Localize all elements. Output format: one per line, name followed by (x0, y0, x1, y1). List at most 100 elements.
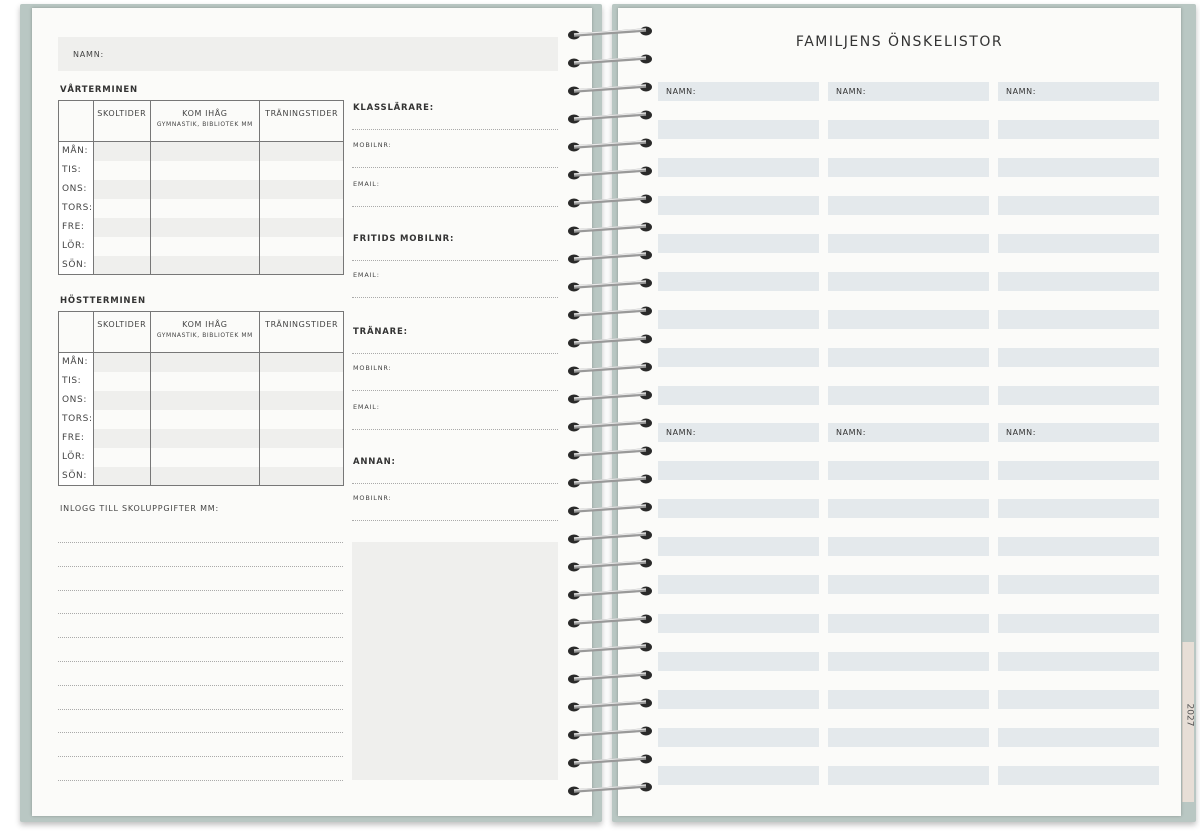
wishlist-item-field[interactable] (828, 272, 989, 291)
contact-line[interactable] (352, 206, 558, 207)
schedule-cell[interactable] (259, 390, 344, 410)
login-line[interactable] (58, 684, 343, 686)
schedule-cell[interactable] (149, 236, 260, 256)
schedule-cell[interactable] (149, 447, 260, 467)
contact-line[interactable] (352, 167, 558, 168)
name-field[interactable] (58, 37, 558, 71)
schedule-cell[interactable] (149, 390, 260, 410)
wishlist-item-field[interactable] (998, 348, 1159, 367)
wishlist-item-field[interactable] (828, 120, 989, 139)
schedule-cell[interactable] (93, 428, 150, 448)
schedule-cell[interactable] (259, 217, 344, 237)
schedule-cell[interactable] (93, 390, 150, 410)
wishlist-item-field[interactable] (998, 461, 1159, 481)
wishlist-item-field[interactable] (828, 461, 989, 481)
login-line[interactable] (58, 661, 343, 662)
schedule-cell[interactable] (149, 217, 260, 237)
login-line[interactable] (58, 732, 343, 734)
schedule-cell[interactable] (93, 198, 150, 218)
wishlist-item-field[interactable] (828, 348, 989, 367)
login-line[interactable] (58, 708, 343, 710)
schedule-cell[interactable] (149, 141, 260, 161)
wishlist-name-field[interactable]: NAMN: (828, 423, 989, 442)
wishlist-name-field[interactable]: NAMN: (828, 82, 989, 101)
schedule-cell[interactable] (93, 466, 150, 486)
schedule-cell[interactable] (93, 352, 150, 372)
schedule-cell[interactable] (259, 428, 344, 448)
wishlist-item-field[interactable] (998, 613, 1159, 633)
wishlist-item-field[interactable] (998, 575, 1159, 595)
wishlist-item-field[interactable] (998, 310, 1159, 329)
wishlist-item-field[interactable] (658, 537, 819, 557)
schedule-cell[interactable] (149, 352, 260, 372)
wishlist-item-field[interactable] (998, 120, 1159, 139)
schedule-cell[interactable] (149, 371, 260, 391)
contact-line[interactable] (352, 297, 558, 298)
wishlist-item-field[interactable] (658, 499, 819, 519)
login-line[interactable] (58, 637, 343, 639)
contact-line[interactable] (352, 260, 558, 261)
login-line[interactable] (58, 565, 343, 567)
contact-line[interactable] (352, 429, 558, 430)
wishlist-item-field[interactable] (658, 348, 819, 367)
schedule-cell[interactable] (93, 160, 150, 180)
schedule-cell[interactable] (149, 198, 260, 218)
wishlist-item-field[interactable] (658, 234, 819, 253)
schedule-cell[interactable] (259, 466, 344, 486)
schedule-cell[interactable] (93, 255, 150, 275)
wishlist-item-field[interactable] (998, 272, 1159, 291)
wishlist-item-field[interactable] (828, 689, 989, 709)
wishlist-item-field[interactable] (658, 461, 819, 481)
schedule-cell[interactable] (259, 255, 344, 275)
wishlist-item-field[interactable] (828, 158, 989, 177)
wishlist-name-field[interactable]: NAMN: (658, 82, 819, 101)
wishlist-item-field[interactable] (658, 651, 819, 671)
wishlist-item-field[interactable] (828, 310, 989, 329)
login-line[interactable] (58, 589, 343, 591)
wishlist-item-field[interactable] (658, 310, 819, 329)
contact-line[interactable] (352, 483, 558, 484)
wishlist-item-field[interactable] (658, 575, 819, 595)
wishlist-item-field[interactable] (998, 386, 1159, 405)
wishlist-name-field[interactable]: NAMN: (998, 423, 1159, 442)
wishlist-item-field[interactable] (658, 120, 819, 139)
login-line[interactable] (58, 756, 343, 758)
schedule-cell[interactable] (93, 217, 150, 237)
wishlist-item-field[interactable] (998, 765, 1159, 785)
schedule-cell[interactable] (259, 352, 344, 372)
wishlist-item-field[interactable] (998, 196, 1159, 215)
schedule-cell[interactable] (259, 160, 344, 180)
wishlist-item-field[interactable] (658, 765, 819, 785)
wishlist-item-field[interactable] (658, 158, 819, 177)
wishlist-item-field[interactable] (828, 765, 989, 785)
schedule-cell[interactable] (259, 371, 344, 391)
wishlist-item-field[interactable] (828, 234, 989, 253)
schedule-cell[interactable] (259, 141, 344, 161)
schedule-cell[interactable] (259, 236, 344, 256)
schedule-cell[interactable] (149, 160, 260, 180)
schedule-cell[interactable] (149, 255, 260, 275)
schedule-cell[interactable] (93, 179, 150, 199)
schedule-cell[interactable] (259, 409, 344, 429)
wishlist-item-field[interactable] (998, 651, 1159, 671)
schedule-cell[interactable] (93, 371, 150, 391)
wishlist-item-field[interactable] (658, 689, 819, 709)
wishlist-item-field[interactable] (998, 727, 1159, 747)
schedule-cell[interactable] (93, 141, 150, 161)
schedule-cell[interactable] (149, 466, 260, 486)
schedule-cell[interactable] (149, 428, 260, 448)
wishlist-name-field[interactable]: NAMN: (658, 423, 819, 442)
schedule-cell[interactable] (149, 179, 260, 199)
wishlist-item-field[interactable] (828, 537, 989, 557)
wishlist-item-field[interactable] (658, 727, 819, 747)
contact-line[interactable] (352, 353, 558, 354)
wishlist-item-field[interactable] (658, 196, 819, 215)
wishlist-item-field[interactable] (828, 386, 989, 405)
contact-line[interactable] (352, 129, 558, 130)
schedule-cell[interactable] (149, 409, 260, 429)
wishlist-item-field[interactable] (828, 499, 989, 519)
wishlist-item-field[interactable] (828, 575, 989, 595)
contact-line[interactable] (352, 390, 558, 391)
schedule-cell[interactable] (259, 179, 344, 199)
wishlist-item-field[interactable] (658, 386, 819, 405)
